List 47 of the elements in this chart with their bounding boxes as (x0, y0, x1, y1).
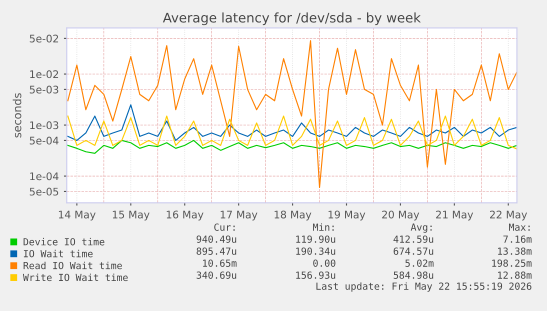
y-tick-label: 1e-04 (30, 172, 59, 180)
text: 895.47u (196, 247, 236, 255)
x-tick-label: 21 May (436, 210, 474, 220)
x-tick-label: 22 May (490, 210, 528, 220)
y-tick-label: 5e-03 (30, 86, 58, 94)
x-tick-label: 17 May (220, 210, 258, 220)
text: 156.93u (296, 271, 336, 279)
line-series (67, 140, 517, 154)
y-tick-label: 1e-02 (30, 70, 58, 78)
text: 0.00 (313, 259, 336, 267)
text: 12.88m (498, 271, 532, 279)
x-tick-label: 18 May (274, 210, 312, 220)
text: Max: (508, 224, 530, 231)
text: Cur: (214, 223, 235, 231)
legend-label: Write IO Wait time (22, 274, 128, 282)
text: 198.25m (492, 259, 532, 267)
text: 412.59u (394, 235, 434, 243)
legend-label: Read IO Wait time (24, 262, 122, 270)
text: 13.38m (498, 247, 532, 255)
line-series (67, 104, 517, 141)
text: 940.49u (196, 235, 236, 243)
text: 7.16m (503, 235, 532, 243)
text: 5.02m (405, 259, 434, 267)
chart-title: Average latency for /dev/sda - by week (162, 12, 421, 26)
y-axis-title: seconds (12, 93, 22, 138)
text: Min: (312, 223, 334, 231)
y-tick-label: 5e-04 (30, 136, 59, 145)
x-tick-label: 19 May (328, 210, 366, 220)
x-tick-label: 14 May (58, 210, 96, 220)
x-tick-label: 20 May (382, 210, 420, 220)
x-tick-label: 15 May (112, 210, 150, 220)
line-series (67, 116, 517, 150)
y-tick-label: 1e-03 (30, 121, 58, 130)
text: 190.34u (296, 247, 336, 255)
legend-label: Device IO time (24, 238, 104, 246)
y-tick-label: 5e-02 (30, 34, 58, 43)
x-tick-label: 16 May (166, 210, 204, 220)
text: 584.98u (394, 271, 434, 279)
y-tick-label: 5e-05 (30, 188, 58, 196)
text: 10.65m (203, 259, 237, 267)
text: 674.57u (394, 247, 434, 255)
text: Avg: (410, 224, 432, 233)
text: Last update: Fri May 22 15:55:19 2026 (316, 282, 532, 292)
line-series (67, 40, 517, 188)
text: 119.90u (296, 235, 336, 243)
text: 340.69u (196, 271, 236, 279)
legend-label: IO Wait time (24, 250, 93, 258)
